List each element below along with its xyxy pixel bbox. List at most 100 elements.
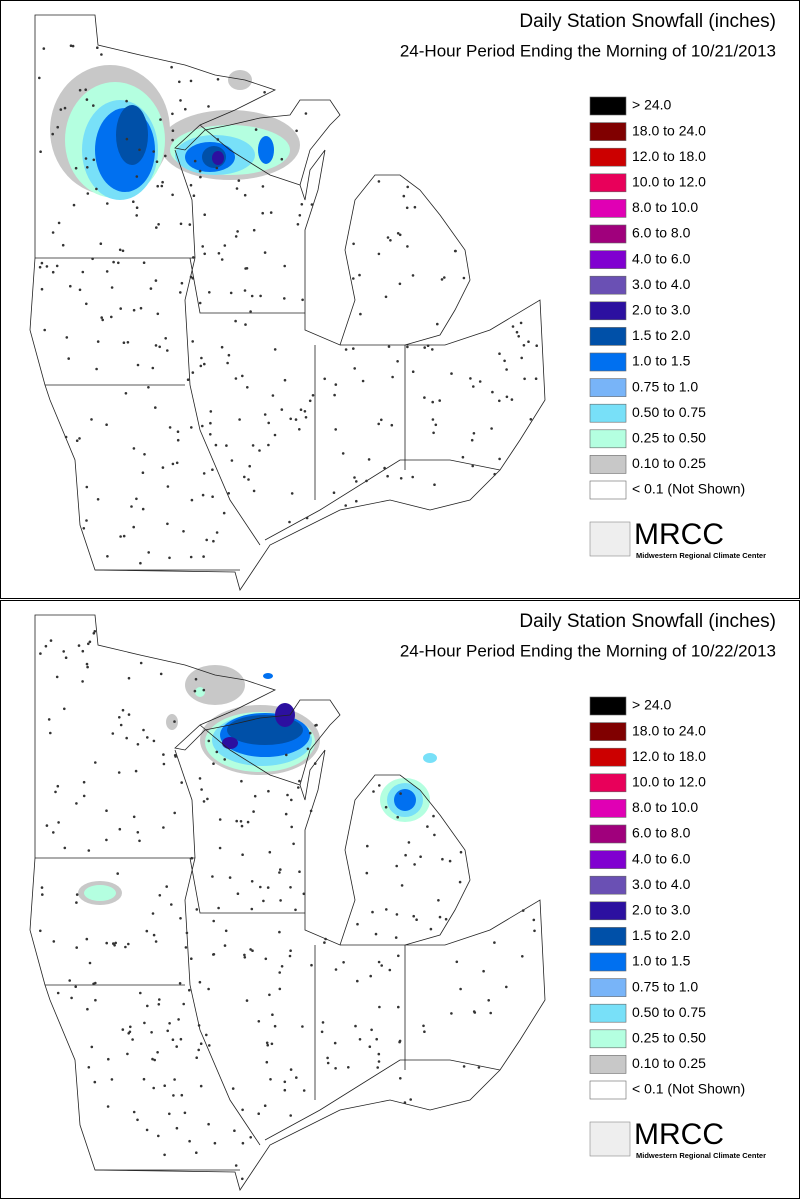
station-dot xyxy=(458,880,462,884)
station-dot xyxy=(213,1141,217,1145)
station-dot xyxy=(175,461,179,465)
station-dot xyxy=(173,1078,176,1081)
legend-label: 10.0 to 12.0 xyxy=(632,774,706,790)
station-dot xyxy=(441,857,444,861)
logo-caption: Midwestern Regional Climate Center xyxy=(636,1151,766,1160)
legend-swatch xyxy=(589,1055,627,1074)
map-panel: Daily Station Snowfall (inches) 24-Hour P… xyxy=(0,0,800,599)
station-dot xyxy=(173,754,177,757)
station-dot xyxy=(352,277,355,280)
station-dot xyxy=(377,180,381,183)
station-dot xyxy=(197,1048,200,1052)
station-dot xyxy=(324,937,327,941)
station-dot xyxy=(395,913,399,916)
station-dot xyxy=(156,184,159,188)
legend-label: 0.25 to 0.50 xyxy=(632,430,706,446)
station-dot xyxy=(203,362,206,366)
station-dot xyxy=(152,150,155,153)
station-dot xyxy=(407,841,411,844)
station-dot xyxy=(215,531,219,534)
legend-label: 3.0 to 4.0 xyxy=(632,276,691,292)
station-dot xyxy=(422,1024,425,1028)
station-dot xyxy=(341,452,345,455)
legend-label: 1.0 to 1.5 xyxy=(632,953,691,969)
station-dot xyxy=(433,833,436,837)
station-dot xyxy=(254,128,258,131)
station-dot xyxy=(147,386,150,389)
station-dot xyxy=(39,150,42,153)
station-dot xyxy=(334,383,338,386)
station-dot xyxy=(121,249,125,253)
station-dot xyxy=(292,842,295,846)
station-dot xyxy=(462,276,466,280)
station-dot xyxy=(193,159,197,163)
station-dot xyxy=(413,863,416,866)
station-dot xyxy=(423,396,426,399)
station-dot xyxy=(51,132,54,136)
station-dot xyxy=(262,899,265,903)
station-dot xyxy=(438,915,442,919)
station-dot xyxy=(189,79,193,83)
station-dot xyxy=(179,99,182,102)
legend-label: 4.0 to 6.0 xyxy=(632,250,691,266)
station-dot xyxy=(459,850,463,854)
station-dot xyxy=(406,185,410,189)
station-dot xyxy=(472,1010,476,1013)
station-dot xyxy=(267,443,270,447)
legend-label: 8.0 to 10.0 xyxy=(632,199,698,215)
station-dot xyxy=(211,875,214,878)
station-dot xyxy=(209,421,212,425)
station-dot xyxy=(207,105,210,108)
legend-label: > 24.0 xyxy=(632,97,672,113)
station-dot xyxy=(143,453,146,456)
station-dot xyxy=(520,356,523,360)
station-dot xyxy=(82,794,86,798)
station-dot xyxy=(65,336,69,339)
station-dot xyxy=(183,1111,187,1115)
station-dot xyxy=(250,294,254,298)
station-dot xyxy=(233,1129,236,1132)
station-dot xyxy=(412,914,416,918)
station-dot xyxy=(145,929,149,933)
station-dot xyxy=(261,211,265,215)
station-dot xyxy=(55,675,59,679)
station-dot xyxy=(151,912,155,915)
station-dot xyxy=(198,301,202,305)
station-dot xyxy=(117,261,120,265)
station-dot xyxy=(289,949,292,952)
snowfall-shading xyxy=(78,665,437,905)
station-dot xyxy=(280,965,284,968)
station-dot xyxy=(85,485,89,489)
legend-swatch xyxy=(589,275,627,295)
station-dot xyxy=(163,1153,166,1157)
station-dot xyxy=(266,886,270,889)
station-dot xyxy=(180,1093,184,1097)
station-dot xyxy=(142,261,146,265)
station-dot xyxy=(375,1037,379,1041)
station-dot xyxy=(188,1139,191,1143)
station-dot xyxy=(490,427,493,430)
station-dot xyxy=(157,1003,161,1006)
station-dot xyxy=(239,820,243,823)
station-dot xyxy=(406,345,409,349)
station-dot xyxy=(118,248,122,252)
station-dot xyxy=(56,125,59,129)
station-dot xyxy=(248,464,251,468)
station-dot xyxy=(138,148,141,152)
legend-label: 0.10 to 0.25 xyxy=(632,1055,706,1071)
station-dot xyxy=(273,1024,277,1028)
station-dot xyxy=(308,731,312,735)
station-dot xyxy=(247,478,250,481)
station-dot xyxy=(141,471,145,475)
station-dot xyxy=(305,516,309,520)
station-dot xyxy=(114,941,117,945)
station-dot xyxy=(302,1089,306,1092)
station-dot xyxy=(154,406,157,409)
station-dot xyxy=(190,498,194,502)
station-dot xyxy=(188,988,191,992)
station-dot xyxy=(240,779,243,783)
station-dot xyxy=(124,392,128,395)
station-dot xyxy=(326,1056,329,1060)
station-dot xyxy=(251,949,254,952)
station-dot xyxy=(220,258,224,261)
